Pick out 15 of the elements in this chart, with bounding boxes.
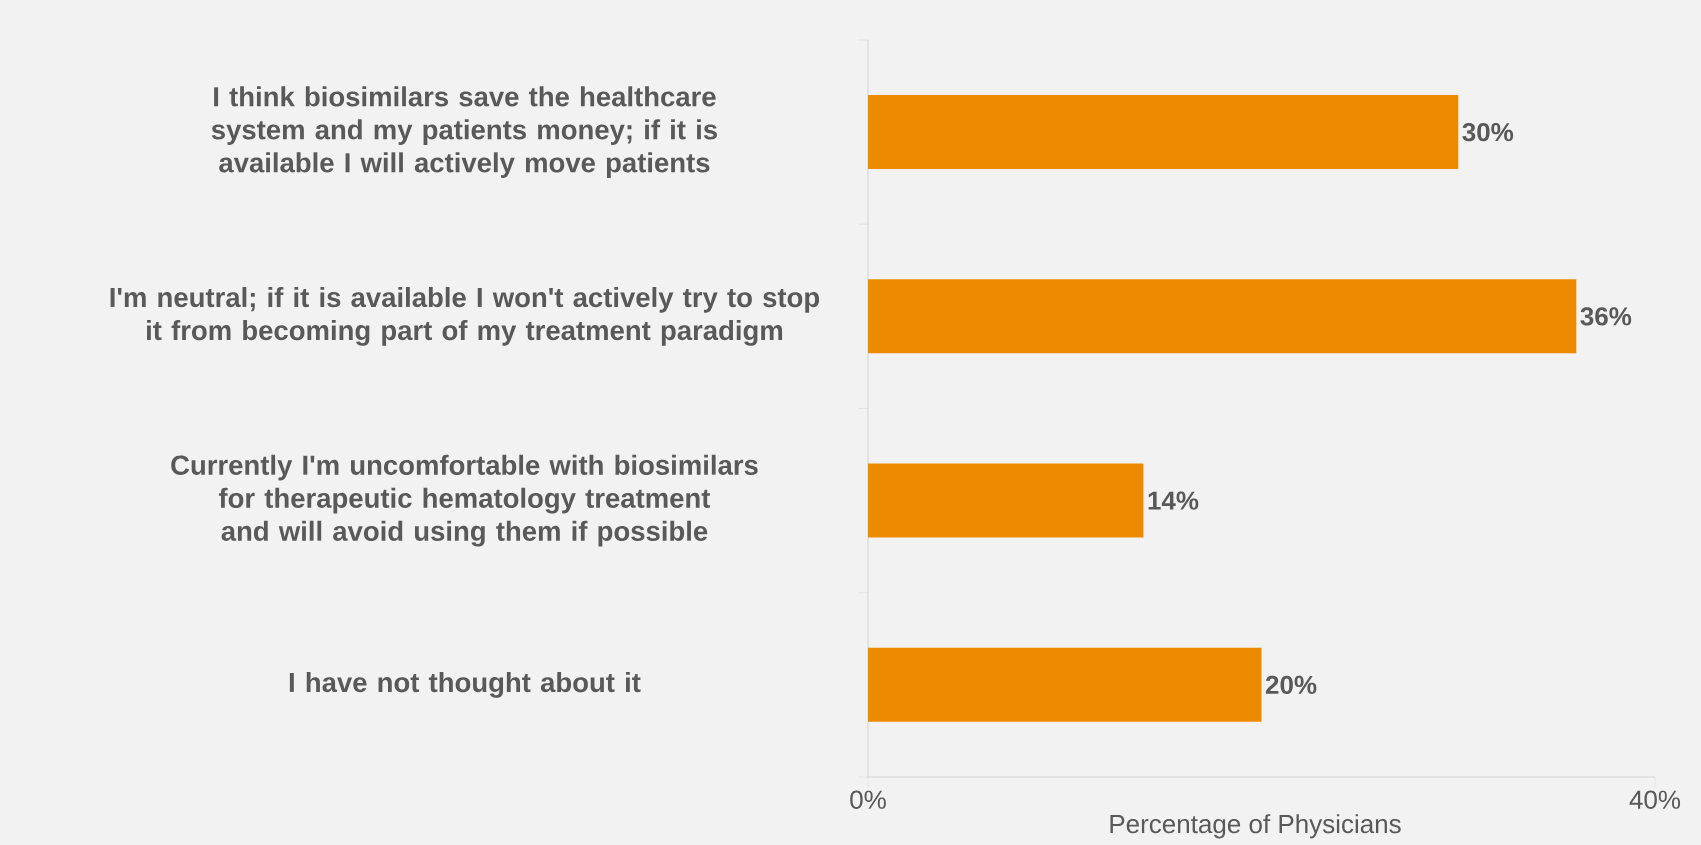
y-tick-label: I think biosimilars save the healthcare system and my patients money; if it is available I will actively move patients xyxy=(211,86,717,178)
y-tick-label: I have not thought about it xyxy=(289,672,641,698)
x-axis-title: Percentage of Physicians xyxy=(1110,814,1401,839)
y-tick-label: Currently I'm uncomfortable with biosimilars for therapeutic hematology treatment and will avoid using them if possible xyxy=(171,454,758,547)
bar xyxy=(868,95,1459,170)
x-tick-label: 0% xyxy=(850,790,886,809)
bar xyxy=(868,279,1577,354)
bar xyxy=(868,647,1262,722)
bar xyxy=(868,463,1144,538)
x-tick-label: 40% xyxy=(1629,790,1681,809)
data-label: 36% xyxy=(1580,307,1632,326)
data-label: 14% xyxy=(1148,491,1199,510)
data-label: 20% xyxy=(1265,675,1317,695)
data-label: 30% xyxy=(1462,122,1514,142)
y-tick-label: I'm neutral; if it is available I won't actively try to stop it from becoming part of my treatment paradigm xyxy=(110,287,820,346)
